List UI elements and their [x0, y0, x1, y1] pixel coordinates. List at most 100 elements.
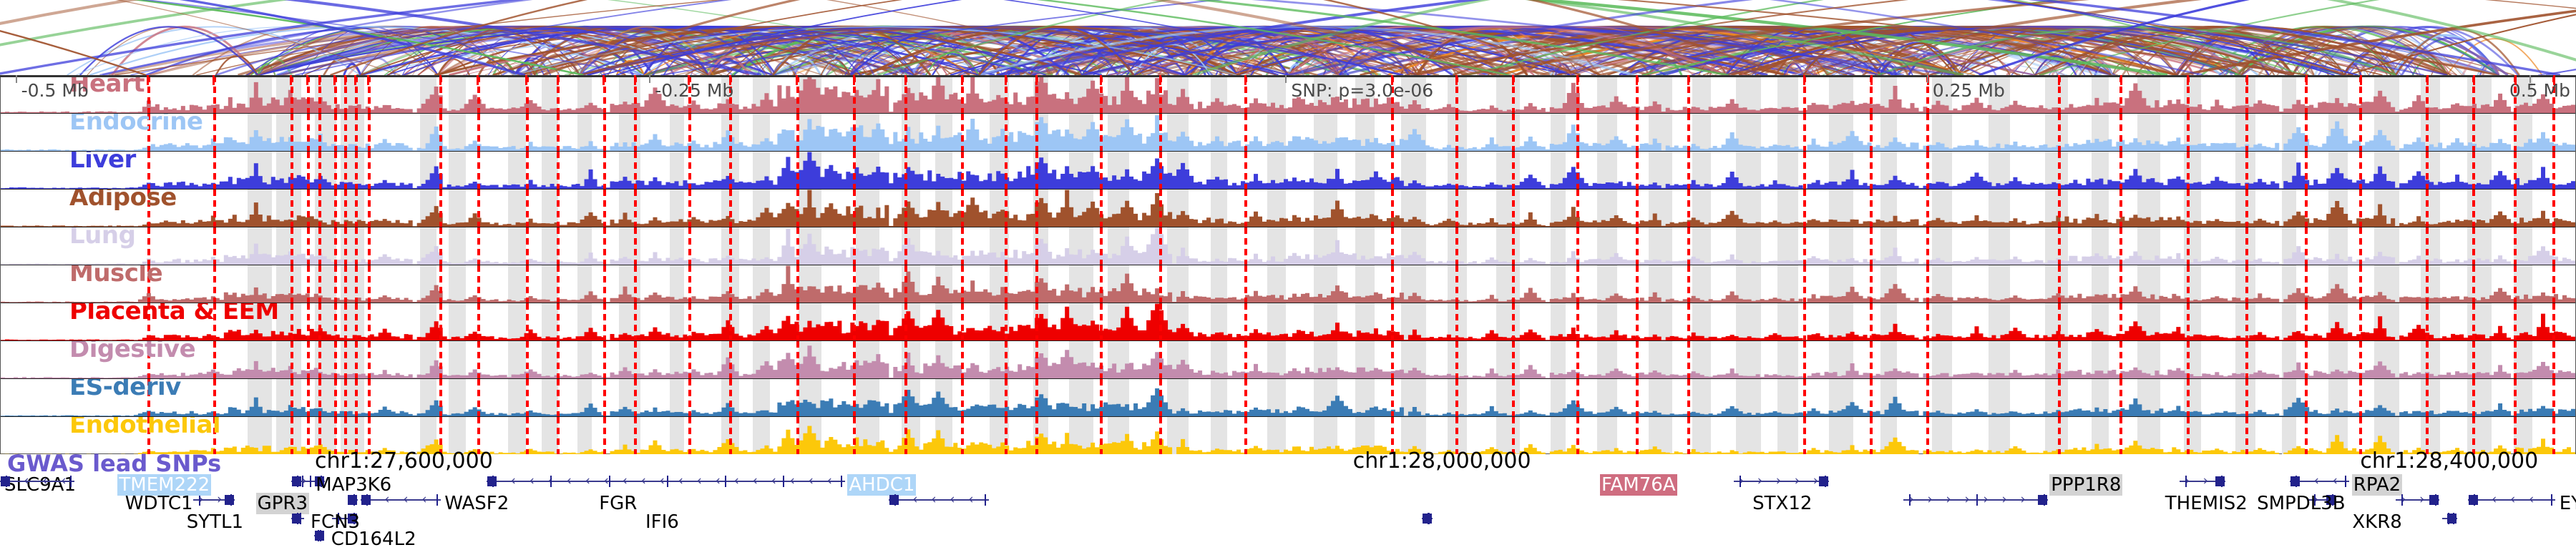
gene-body-wasf2[interactable]: ‹‹‹‹	[361, 493, 441, 507]
gwas-snp-marker[interactable]	[477, 265, 480, 303]
gwas-snp-marker[interactable]	[796, 76, 799, 113]
gwas-snp-marker[interactable]	[318, 190, 322, 227]
ruler-snp-tick[interactable]	[2514, 75, 2517, 85]
gene-body-xkr8[interactable]: ›	[2441, 511, 2458, 526]
gwas-snp-marker[interactable]	[147, 379, 151, 416]
gwas-snp-marker[interactable]	[2245, 152, 2249, 189]
ruler-snp-tick[interactable]	[1159, 75, 1161, 85]
gwas-snp-marker[interactable]	[602, 379, 606, 416]
ruler-snp-tick[interactable]	[2552, 75, 2555, 85]
gwas-snp-marker[interactable]	[688, 114, 691, 151]
gwas-snp-marker[interactable]	[477, 341, 480, 378]
gwas-snp-marker[interactable]	[1870, 265, 1873, 303]
ruler-snp-tick[interactable]	[1035, 75, 1038, 85]
gwas-snp-marker[interactable]	[2245, 76, 2249, 113]
gwas-snp-marker[interactable]	[904, 379, 907, 416]
gwas-snp-marker[interactable]	[904, 190, 907, 227]
gene-fcn3[interactable]: FCN3	[309, 513, 361, 531]
gwas-snp-marker[interactable]	[1100, 265, 1103, 303]
gwas-snp-marker[interactable]	[2513, 152, 2517, 189]
gene-ppp1r8[interactable]: PPP1R8	[2049, 474, 2123, 496]
ruler-snp-tick[interactable]	[1512, 75, 1515, 85]
gwas-snp-marker[interactable]	[852, 152, 856, 189]
gwas-snp-marker[interactable]	[290, 152, 293, 189]
gene-label[interactable]: PPP1R8	[2049, 474, 2123, 496]
ruler-snp-tick[interactable]	[1100, 75, 1103, 85]
gwas-snp-marker[interactable]	[525, 379, 529, 416]
gwas-snp-marker[interactable]	[333, 303, 337, 340]
gwas-snp-marker[interactable]	[961, 265, 965, 303]
gwas-snp-marker[interactable]	[307, 379, 311, 416]
gene-themis2[interactable]: THEMIS2	[2164, 494, 2249, 513]
gwas-snp-marker[interactable]	[290, 303, 293, 340]
gwas-snp-marker[interactable]	[1244, 265, 1247, 303]
gwas-snp-marker[interactable]	[2426, 265, 2429, 303]
gene-body-ifi6[interactable]: ‹	[1422, 511, 1433, 526]
gwas-snp-marker[interactable]	[1687, 152, 1690, 189]
gwas-snp-marker[interactable]	[2057, 341, 2061, 378]
gwas-snp-marker[interactable]	[602, 190, 606, 227]
gwas-snp-marker[interactable]	[688, 341, 691, 378]
gwas-snp-marker[interactable]	[1005, 303, 1008, 340]
gwas-snp-marker[interactable]	[1035, 227, 1039, 265]
gwas-snp-marker[interactable]	[1687, 303, 1690, 340]
gene-label[interactable]: STX12	[1752, 493, 1813, 514]
gene-body-fam76a[interactable]: › › › › ›	[1733, 474, 1829, 488]
ruler-snp-tick[interactable]	[1870, 75, 1873, 85]
gene-label[interactable]: CD164L2	[331, 529, 416, 550]
gwas-snp-marker[interactable]	[2426, 341, 2429, 378]
gwas-snp-marker[interactable]	[1100, 303, 1103, 340]
gwas-snp-marker[interactable]	[2186, 190, 2190, 227]
gwas-snp-marker[interactable]	[2119, 265, 2123, 303]
gwas-snp-marker[interactable]	[1576, 76, 1579, 113]
gwas-snp-marker[interactable]	[2513, 303, 2517, 340]
gwas-snp-marker[interactable]	[367, 76, 371, 113]
gene-ifi6[interactable]: IFI6	[644, 513, 680, 531]
gwas-snp-marker[interactable]	[1870, 379, 1873, 416]
gwas-snp-marker[interactable]	[852, 190, 856, 227]
chromatin-interaction-arcs[interactable]	[0, 0, 2576, 75]
gwas-snp-marker[interactable]	[1926, 114, 1930, 151]
gwas-snp-marker[interactable]	[2245, 227, 2249, 265]
gwas-snp-marker[interactable]	[729, 227, 733, 265]
gene-label[interactable]: FCN3	[311, 511, 361, 533]
gene-label[interactable]: RPA2	[2351, 474, 2403, 496]
gene-label[interactable]: THEMIS2	[2165, 493, 2248, 514]
gwas-snp-marker[interactable]	[557, 190, 560, 227]
gwas-snp-marker[interactable]	[525, 265, 529, 303]
gwas-snp-marker[interactable]	[147, 114, 151, 151]
gwas-snp-marker[interactable]	[1802, 303, 1806, 340]
gwas-snp-marker[interactable]	[1635, 227, 1639, 265]
gwas-snp-marker[interactable]	[318, 227, 322, 265]
gene-body-fcn3[interactable]: ‹	[291, 511, 304, 526]
gwas-snp-marker[interactable]	[2057, 379, 2061, 416]
gwas-snp-marker[interactable]	[2305, 341, 2308, 378]
ruler-snp-tick[interactable]	[306, 75, 309, 85]
gwas-snp-marker[interactable]	[367, 341, 371, 378]
gwas-snp-marker[interactable]	[602, 152, 606, 189]
gene-label[interactable]: GPR3	[255, 493, 309, 514]
gwas-snp-marker[interactable]	[290, 114, 293, 151]
gwas-snp-marker[interactable]	[961, 227, 965, 265]
gwas-snp-marker[interactable]	[2119, 114, 2123, 151]
gwas-snp-marker[interactable]	[796, 303, 799, 340]
gwas-snp-marker[interactable]	[525, 76, 529, 113]
gene-body-eya3[interactable]: ‹‹‹‹	[2467, 493, 2556, 507]
gwas-snp-marker[interactable]	[2513, 265, 2517, 303]
gwas-snp-marker[interactable]	[318, 152, 322, 189]
gwas-snp-marker[interactable]	[2426, 417, 2429, 455]
gwas-snp-marker[interactable]	[344, 76, 348, 113]
gwas-snp-marker[interactable]	[2305, 227, 2308, 265]
gwas-snp-marker[interactable]	[904, 341, 907, 378]
gwas-snp-marker[interactable]	[2057, 303, 2061, 340]
gwas-snp-marker[interactable]	[2057, 114, 2061, 151]
gwas-snp-marker[interactable]	[1005, 341, 1008, 378]
gwas-snp-marker[interactable]	[2119, 417, 2123, 455]
gwas-snp-marker[interactable]	[2358, 379, 2362, 416]
gwas-snp-marker[interactable]	[2513, 227, 2517, 265]
gwas-snp-marker[interactable]	[307, 190, 311, 227]
gwas-snp-marker[interactable]	[344, 417, 348, 455]
gwas-snp-marker[interactable]	[602, 114, 606, 151]
gwas-snp-marker[interactable]	[213, 76, 216, 113]
gwas-snp-marker[interactable]	[1926, 76, 1930, 113]
